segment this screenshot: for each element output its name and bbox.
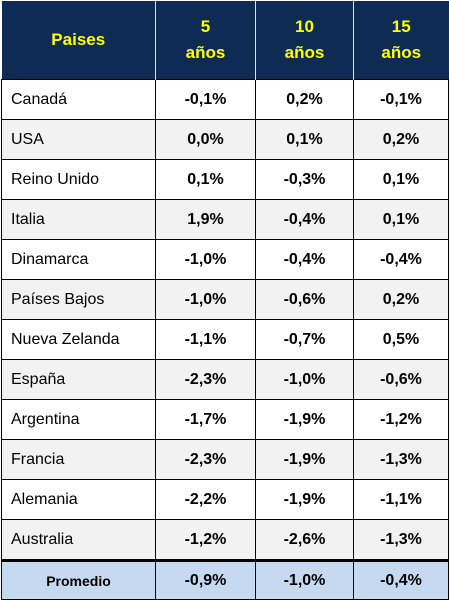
value-10-years: 0,1%: [255, 119, 354, 160]
table-row: USA 0,0% 0,1% 0,2%: [1, 119, 449, 160]
value-15-years: -1,3%: [353, 519, 449, 561]
table-row: Australia -1,2% -2,6% -1,3%: [1, 519, 449, 561]
country-cell: Alemania: [1, 479, 156, 520]
value-15-years: 0,2%: [353, 279, 449, 320]
value-15-years: -1,2%: [353, 399, 449, 440]
country-cell: España: [1, 359, 156, 400]
value-10-years: -0,6%: [255, 279, 354, 320]
average-15-years: -0,4%: [353, 559, 449, 600]
value-10-years: -0,7%: [255, 319, 354, 360]
value-5-years: 0,0%: [155, 119, 256, 160]
country-cell: Reino Unido: [1, 159, 156, 200]
header-5-years-unit: años: [185, 43, 226, 62]
header-15-years-unit: años: [381, 43, 422, 62]
table-footer: Promedio -0,9% -1,0% -0,4%: [1, 559, 449, 600]
value-15-years: -0,1%: [353, 79, 449, 120]
value-5-years: -1,7%: [155, 399, 256, 440]
table-header: Paises 5 años 10 años 15 años: [1, 1, 449, 80]
country-cell: Nueva Zelanda: [1, 319, 156, 360]
value-15-years: -1,1%: [353, 479, 449, 520]
value-15-years: -0,4%: [353, 239, 449, 280]
value-10-years: -1,9%: [255, 439, 354, 480]
header-15-years: 15 años: [353, 1, 449, 80]
value-10-years: -2,6%: [255, 519, 354, 561]
value-10-years: -0,3%: [255, 159, 354, 200]
value-15-years: -0,6%: [353, 359, 449, 400]
country-cell: Francia: [1, 439, 156, 480]
header-5-years: 5 años: [155, 1, 256, 80]
header-10-years: 10 años: [255, 1, 354, 80]
value-5-years: -1,2%: [155, 519, 256, 561]
value-10-years: -0,4%: [255, 239, 354, 280]
value-5-years: 1,9%: [155, 199, 256, 240]
value-5-years: -1,0%: [155, 279, 256, 320]
table-body: Canadá -0,1% 0,2% -0,1% USA 0,0% 0,1% 0,…: [1, 79, 449, 561]
header-10-years-unit: años: [284, 43, 325, 62]
country-cell: Canadá: [1, 79, 156, 120]
value-5-years: -2,3%: [155, 359, 256, 400]
value-5-years: 0,1%: [155, 159, 256, 200]
table-row: España -2,3% -1,0% -0,6%: [1, 359, 449, 400]
value-5-years: -1,0%: [155, 239, 256, 280]
value-15-years: -1,3%: [353, 439, 449, 480]
value-10-years: -1,9%: [255, 479, 354, 520]
header-15-years-number: 15: [391, 17, 411, 36]
value-15-years: 0,5%: [353, 319, 449, 360]
country-cell: Argentina: [1, 399, 156, 440]
value-15-years: 0,1%: [353, 199, 449, 240]
table-row: Reino Unido 0,1% -0,3% 0,1%: [1, 159, 449, 200]
country-cell: Dinamarca: [1, 239, 156, 280]
table-row: Alemania -2,2% -1,9% -1,1%: [1, 479, 449, 520]
table-row: Dinamarca -1,0% -0,4% -0,4%: [1, 239, 449, 280]
table-row: Italia 1,9% -0,4% 0,1%: [1, 199, 449, 240]
average-label: Promedio: [1, 559, 156, 600]
header-row: Paises 5 años 10 años 15 años: [1, 1, 449, 80]
average-10-years: -1,0%: [255, 559, 354, 600]
value-5-years: -2,3%: [155, 439, 256, 480]
value-5-years: -1,1%: [155, 319, 256, 360]
value-10-years: -1,9%: [255, 399, 354, 440]
table-row: Canadá -0,1% 0,2% -0,1%: [1, 79, 449, 120]
country-cell: USA: [1, 119, 156, 160]
value-15-years: 0,1%: [353, 159, 449, 200]
value-15-years: 0,2%: [353, 119, 449, 160]
value-5-years: -2,2%: [155, 479, 256, 520]
country-cell: Australia: [1, 519, 156, 561]
value-10-years: -0,4%: [255, 199, 354, 240]
table-row: Francia -2,3% -1,9% -1,3%: [1, 439, 449, 480]
average-row: Promedio -0,9% -1,0% -0,4%: [1, 559, 449, 600]
header-10-years-number: 10: [295, 17, 314, 36]
table-row: Nueva Zelanda -1,1% -0,7% 0,5%: [1, 319, 449, 360]
table-row: Argentina -1,7% -1,9% -1,2%: [1, 399, 449, 440]
value-10-years: 0,2%: [255, 79, 354, 120]
value-10-years: -1,0%: [255, 359, 354, 400]
average-5-years: -0,9%: [155, 559, 256, 600]
value-5-years: -0,1%: [155, 79, 256, 120]
table-row: Países Bajos -1,0% -0,6% 0,2%: [1, 279, 449, 320]
country-cell: Italia: [1, 199, 156, 240]
country-cell: Países Bajos: [1, 279, 156, 320]
header-country: Paises: [1, 1, 156, 80]
header-5-years-number: 5: [200, 17, 211, 36]
